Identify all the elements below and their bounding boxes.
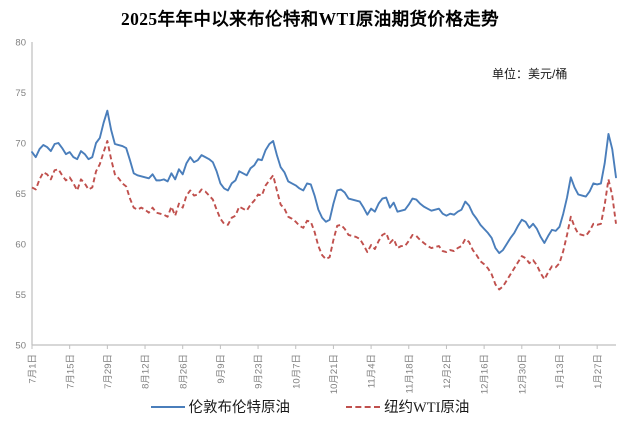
chart-title: 2025年年中以来布伦特和WTI原油期货价格走势	[120, 9, 500, 29]
y-axis-tick-labels: 50 55 60 65 70 75 80	[15, 37, 26, 351]
plot-area: 50 55 60 65 70 75 80 7月1日 7月15日 7月29日 8月12日 8月26日 9…	[15, 37, 617, 394]
y-axis-tick-label: 70	[15, 138, 26, 149]
x-axis-tick-label: 7月29日	[103, 354, 114, 389]
x-axis-tick-label: 7月1日	[28, 354, 39, 384]
x-axis-tick-label: 9月23日	[254, 354, 265, 389]
legend-label-brent: 伦敦布伦特原油	[188, 400, 291, 416]
series-line-brent	[31, 109, 617, 255]
x-axis-tick-label: 11月18日	[404, 354, 415, 393]
x-axis-tick-label: 12月2日	[442, 354, 453, 389]
x-axis-tick-marks	[31, 345, 598, 349]
legend-swatch-brent	[150, 405, 185, 408]
y-axis-tick-label: 65	[15, 189, 26, 200]
legend-item-brent[interactable]: 伦敦布伦特原油	[150, 396, 291, 417]
x-axis-tick-label: 1月13日	[555, 354, 566, 389]
y-axis-tick-label: 50	[15, 340, 26, 351]
x-axis-tick-label: 12月16日	[480, 354, 491, 394]
chart-legend: 伦敦布伦特原油 纽约WTI原油	[0, 396, 620, 417]
x-axis-tick-label: 1月27日	[593, 354, 604, 389]
legend-item-wti[interactable]: 纽约WTI原油	[346, 396, 469, 417]
legend-swatch-wti	[346, 405, 381, 408]
x-axis-tick-label: 8月26日	[178, 354, 189, 389]
x-axis-tick-label: 10月7日	[291, 354, 302, 389]
x-axis-tick-label: 10月21日	[329, 354, 340, 394]
legend-label-wti: 纽约WTI原油	[384, 400, 470, 416]
x-axis-tick-label: 11月4日	[367, 354, 378, 388]
axis-lines	[31, 42, 616, 346]
series-line-wti	[31, 140, 617, 291]
y-axis-tick-label: 55	[15, 290, 26, 301]
x-axis-tick-label: 9月9日	[216, 354, 227, 384]
data-series-group	[31, 109, 617, 291]
x-axis-tick-label: 12月30日	[517, 354, 528, 394]
y-axis-tick-label: 80	[15, 37, 26, 48]
x-axis-tick-labels: 7月1日 7月15日 7月29日 8月12日 8月26日 9月9日 9月23日 10月7日 10…	[28, 354, 604, 394]
y-axis-tick-label: 60	[15, 239, 26, 250]
unit-annotation: 单位：美元/桶	[492, 67, 568, 81]
x-axis-tick-label: 7月15日	[65, 354, 76, 389]
y-axis-tick-label: 75	[15, 88, 26, 99]
x-axis-tick-label: 8月12日	[141, 354, 152, 389]
